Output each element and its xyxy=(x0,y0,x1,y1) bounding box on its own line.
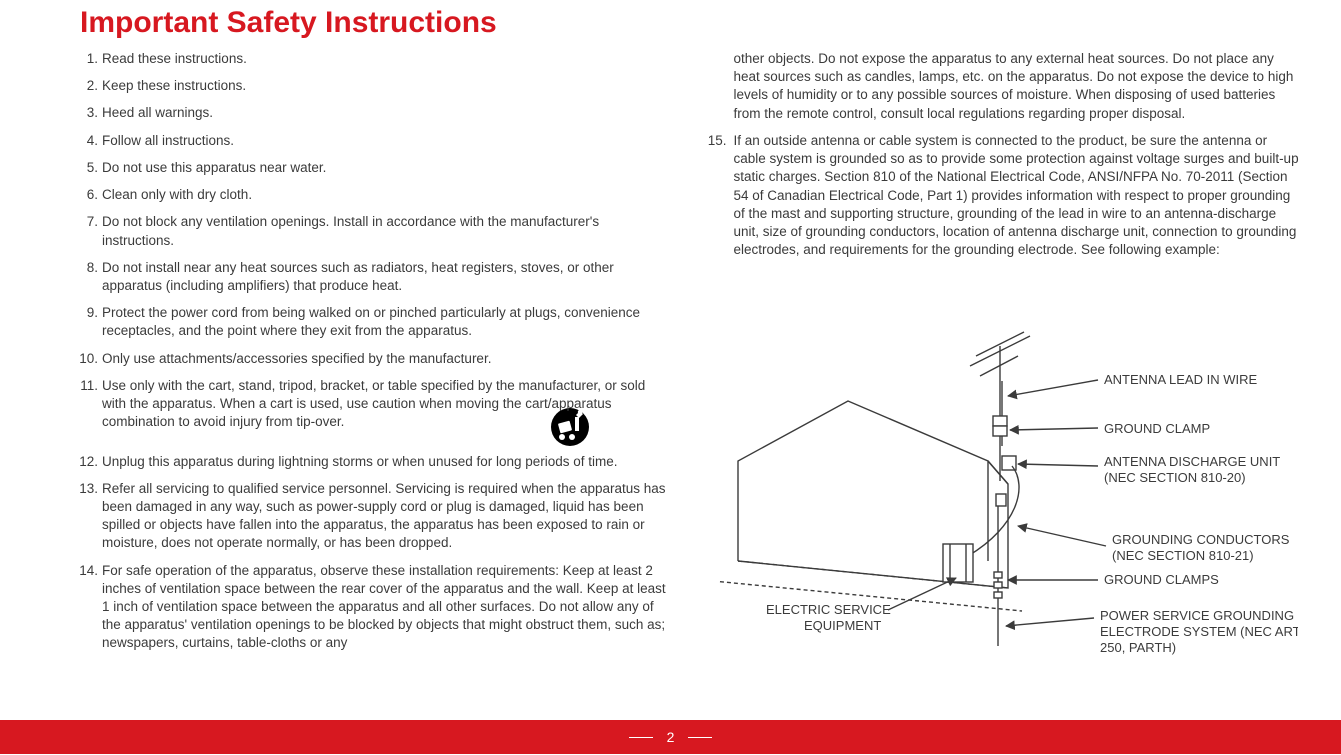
safety-instructions-page: Important Safety Instructions Read these… xyxy=(0,0,1341,754)
instruction-item: Refer all servicing to qualified service… xyxy=(74,480,670,553)
instruction-item-15: If an outside antenna or cable system is… xyxy=(706,132,1302,260)
page-footer: 2 xyxy=(0,720,1341,754)
diagram-label: GROUND CLAMP xyxy=(1104,421,1210,436)
instruction-item: Keep these instructions. xyxy=(74,77,670,95)
page-number: 2 xyxy=(653,720,689,754)
diagram-label: ANTENNA LEAD IN WIRE xyxy=(1104,372,1257,387)
diagram-label: POWER SERVICE GROUNDING xyxy=(1100,608,1294,623)
instruction-item: Clean only with dry cloth. xyxy=(74,186,670,204)
instruction-item: Heed all warnings. xyxy=(74,104,670,122)
diagram-label: GROUND CLAMPS xyxy=(1104,572,1219,587)
diagram-label: (NEC SECTION 810-21) xyxy=(1112,548,1254,563)
diagram-label: EQUIPMENT xyxy=(804,618,881,633)
diagram-label: ELECTRIC SERVICE xyxy=(766,602,891,617)
instruction-item: Protect the power cord from being walked… xyxy=(74,304,670,340)
right-column: other objects. Do not expose the apparat… xyxy=(706,50,1302,715)
instruction-item: Unplug this apparatus during lightning s… xyxy=(74,453,670,471)
instruction-item: Use only with the cart, stand, tripod, b… xyxy=(74,377,670,432)
diagram-label: ELECTRODE SYSTEM (NEC ART xyxy=(1100,624,1298,639)
page-title: Important Safety Instructions xyxy=(0,0,1341,50)
instructions-list: Read these instructions. Keep these inst… xyxy=(74,50,670,653)
antenna-grounding-diagram: ANTENNA LEAD IN WIRE GROUND CLAMP ANTENN… xyxy=(718,326,1298,701)
content-columns: Read these instructions. Keep these inst… xyxy=(0,50,1341,715)
instruction-item: For safe operation of the apparatus, obs… xyxy=(74,562,670,653)
diagram-label: (NEC SECTION 810-20) xyxy=(1104,470,1246,485)
instruction-item: Do not use this apparatus near water. xyxy=(74,159,670,177)
instruction-item: Follow all instructions. xyxy=(74,132,670,150)
left-column: Read these instructions. Keep these inst… xyxy=(74,50,670,715)
diagram-label: ANTENNA DISCHARGE UNIT xyxy=(1104,454,1280,469)
instruction-14-continuation: other objects. Do not expose the apparat… xyxy=(706,50,1302,123)
instruction-item: Read these instructions. xyxy=(74,50,670,68)
cart-tipover-icon xyxy=(550,407,590,452)
instruction-item: Only use attachments/accessories specifi… xyxy=(74,350,670,368)
diagram-label: GROUNDING CONDUCTORS xyxy=(1112,532,1290,547)
diagram-label: 250, PARTH) xyxy=(1100,640,1176,655)
instruction-item: Do not install near any heat sources suc… xyxy=(74,259,670,295)
instruction-item: Do not block any ventilation openings. I… xyxy=(74,213,670,249)
